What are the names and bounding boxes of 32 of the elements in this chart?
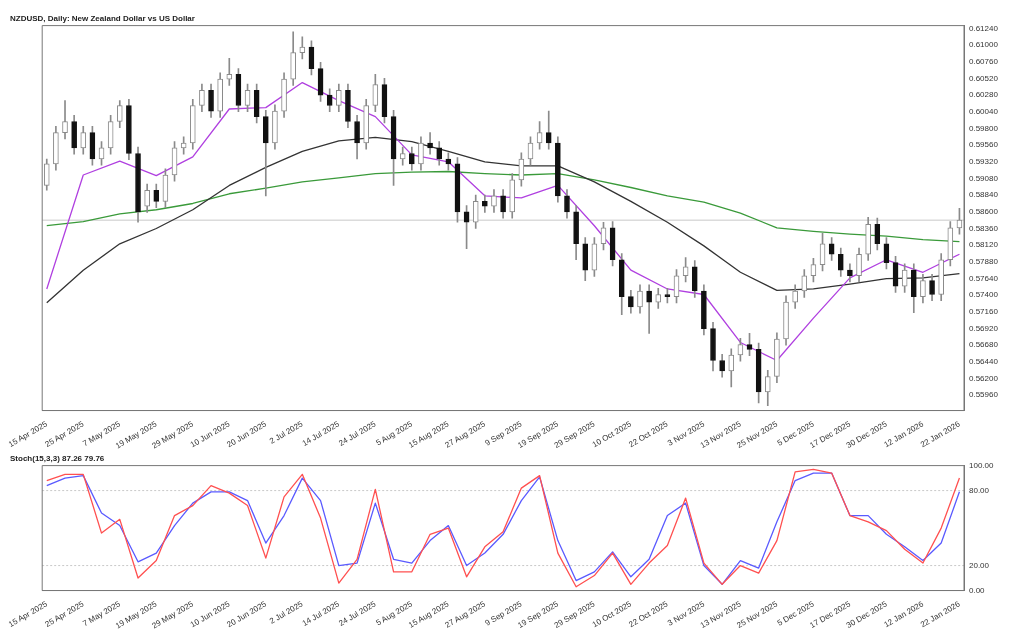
- y-tick-label: 80.00: [969, 485, 990, 495]
- y-tick-label: 0.59080: [969, 173, 999, 183]
- y-tick-label: 0.57880: [969, 257, 999, 267]
- y-tick-label: 0.56680: [969, 340, 999, 350]
- y-tick-label: 0.59320: [969, 157, 999, 166]
- y-tick-label: 0.60760: [969, 56, 999, 66]
- y-tick-label: 0.58360: [969, 223, 999, 233]
- y-tick-label: 0.56200: [969, 373, 999, 383]
- y-tick-label: 0.57640: [969, 273, 999, 283]
- y-tick-label: 0.60040: [969, 106, 999, 116]
- y-tick-label: 0.61240: [969, 23, 999, 33]
- candlestick: [427, 132, 433, 155]
- y-tick-label: 0.61000: [969, 40, 999, 50]
- candlestick: [646, 284, 652, 334]
- y-tick-label: 0.59560: [969, 140, 999, 150]
- y-tick-label: 0.00: [969, 585, 986, 595]
- y-tick-label: 0.56920: [969, 323, 999, 333]
- y-tick-label: 0.58600: [969, 207, 999, 217]
- y-tick-label: 0.58120: [969, 240, 999, 250]
- y-tick-label: 0.58840: [969, 190, 999, 200]
- chart-title: Stoch(15,3,3) 87.26 79.76: [10, 454, 105, 463]
- y-tick-label: 20.00: [969, 560, 990, 570]
- y-tick-label: 0.60520: [969, 73, 999, 83]
- y-tick-label: 0.56440: [969, 357, 999, 367]
- y-tick-label: 0.60280: [969, 90, 999, 100]
- y-tick-label: 0.59800: [969, 123, 999, 133]
- y-tick-label: 100.00: [969, 460, 995, 470]
- candlestick: [226, 57, 233, 86]
- y-tick-label: 0.57400: [969, 290, 999, 300]
- y-tick-label: 0.55960: [969, 390, 999, 400]
- chart-title: NZDUSD, Daily: New Zealand Dollar vs US Dollar: [10, 14, 195, 23]
- y-tick-label: 0.57160: [969, 307, 999, 317]
